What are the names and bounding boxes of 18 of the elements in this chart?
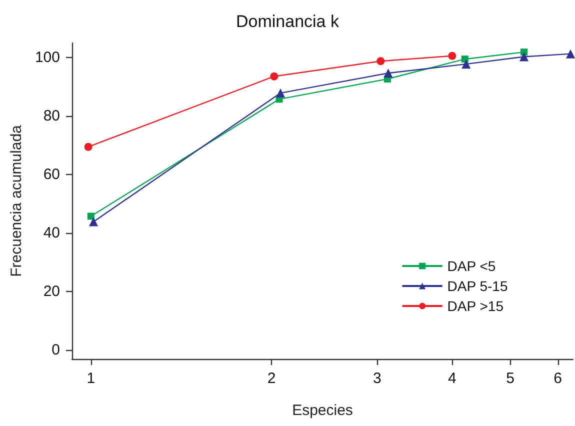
legend-label: DAP 5-15: [447, 278, 508, 294]
y-tick-label: 60: [43, 166, 60, 184]
y-tick-label: 20: [43, 283, 60, 300]
x-tick-label: 5: [506, 370, 514, 387]
legend-label: DAP <5: [447, 258, 496, 274]
y-tick-label: 100: [34, 49, 60, 66]
y-tick-label: 0: [52, 342, 60, 359]
y-tick-label: 40: [43, 224, 60, 242]
x-tick-label: 3: [373, 370, 382, 387]
chart-title: Dominancia k: [236, 12, 340, 31]
x-tick-label: 2: [267, 370, 276, 387]
x-axis-title: Especies: [292, 402, 353, 419]
x-tick-label: 4: [448, 370, 456, 387]
legend-label: DAP >15: [447, 298, 504, 314]
y-axis-title: Frecuencia acumulada: [8, 124, 25, 277]
x-tick-label: 6: [554, 370, 562, 387]
y-tick-label: 80: [43, 108, 60, 125]
x-tick-label: 1: [86, 370, 96, 387]
